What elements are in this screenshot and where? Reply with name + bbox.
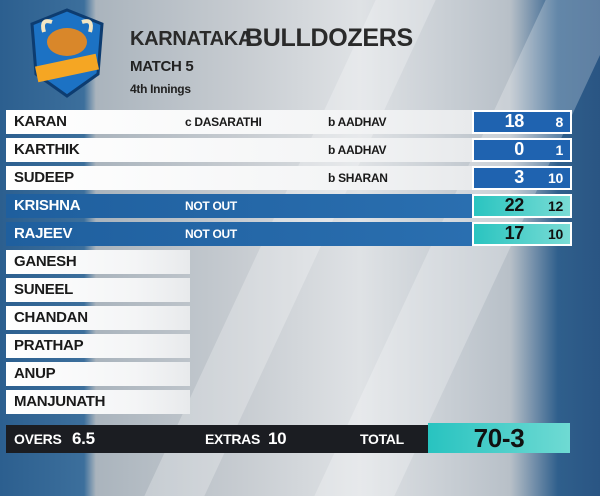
score-box: [472, 194, 572, 218]
runs: 22: [504, 195, 525, 215]
balls: 8: [555, 114, 564, 130]
yet-to-bat-row: [6, 390, 190, 414]
total-box: [428, 423, 570, 453]
batsman-name: CHANDAN: [14, 309, 88, 326]
runs: 17: [504, 223, 525, 243]
batsman-name: KARAN: [14, 113, 67, 130]
batsman-name: ANUP: [14, 365, 56, 382]
yet-to-bat-row: [6, 362, 190, 386]
bowler: b AADHAV: [328, 143, 387, 157]
batsman-name: KARTHIK: [14, 141, 80, 158]
batsman-name: KRISHNA: [14, 197, 81, 214]
overs-label: OVERS: [14, 431, 62, 447]
balls: 1: [555, 142, 564, 158]
extras-label: EXTRAS: [205, 431, 260, 447]
team-logo: [30, 8, 104, 98]
batsman-name: MANJUNATH: [14, 393, 106, 410]
bowler: b SHARAN: [328, 171, 388, 185]
extras: 10: [268, 429, 287, 448]
score-box: [472, 166, 572, 190]
footer-bar: [6, 425, 430, 453]
balls: 10: [548, 226, 563, 242]
runs: 0: [514, 139, 524, 159]
total: 70-3: [473, 423, 525, 453]
batsman-name: SUNEEL: [14, 281, 74, 298]
batsman-row: [6, 166, 472, 190]
yet-to-bat-row: [6, 250, 190, 274]
yet-to-bat-row: [6, 306, 190, 330]
dismissal: NOT OUT: [185, 199, 237, 213]
bowler: b AADHAV: [328, 115, 387, 129]
balls: 10: [548, 170, 563, 186]
batsman-row: [6, 194, 472, 218]
team-prefix: KARNATAKA: [130, 28, 253, 50]
score-box: [472, 110, 572, 134]
dismissal: c DASARATHI: [185, 115, 262, 129]
batsman-name: GANESH: [14, 253, 77, 270]
batsman-row: [6, 222, 472, 246]
overs: 6.5: [72, 429, 95, 448]
yet-to-bat-row: [6, 334, 190, 358]
score-box: [472, 138, 572, 162]
dismissal: NOT OUT: [185, 227, 237, 241]
match: MATCH 5: [130, 58, 194, 75]
score-box: [472, 222, 572, 246]
team-name: BULLDOZERS: [245, 24, 413, 52]
runs: 18: [504, 111, 525, 131]
yet-to-bat-row: [6, 278, 190, 302]
runs: 3: [514, 167, 524, 187]
batsman-name: PRATHAP: [14, 337, 84, 354]
batsman-row: [6, 138, 472, 162]
innings: 4th Innings: [130, 82, 191, 96]
balls: 12: [548, 198, 563, 214]
batsman-row: [6, 110, 472, 134]
batsman-name: RAJEEV: [14, 225, 73, 242]
total-label: TOTAL: [360, 431, 404, 447]
batsman-name: SUDEEP: [14, 169, 74, 186]
